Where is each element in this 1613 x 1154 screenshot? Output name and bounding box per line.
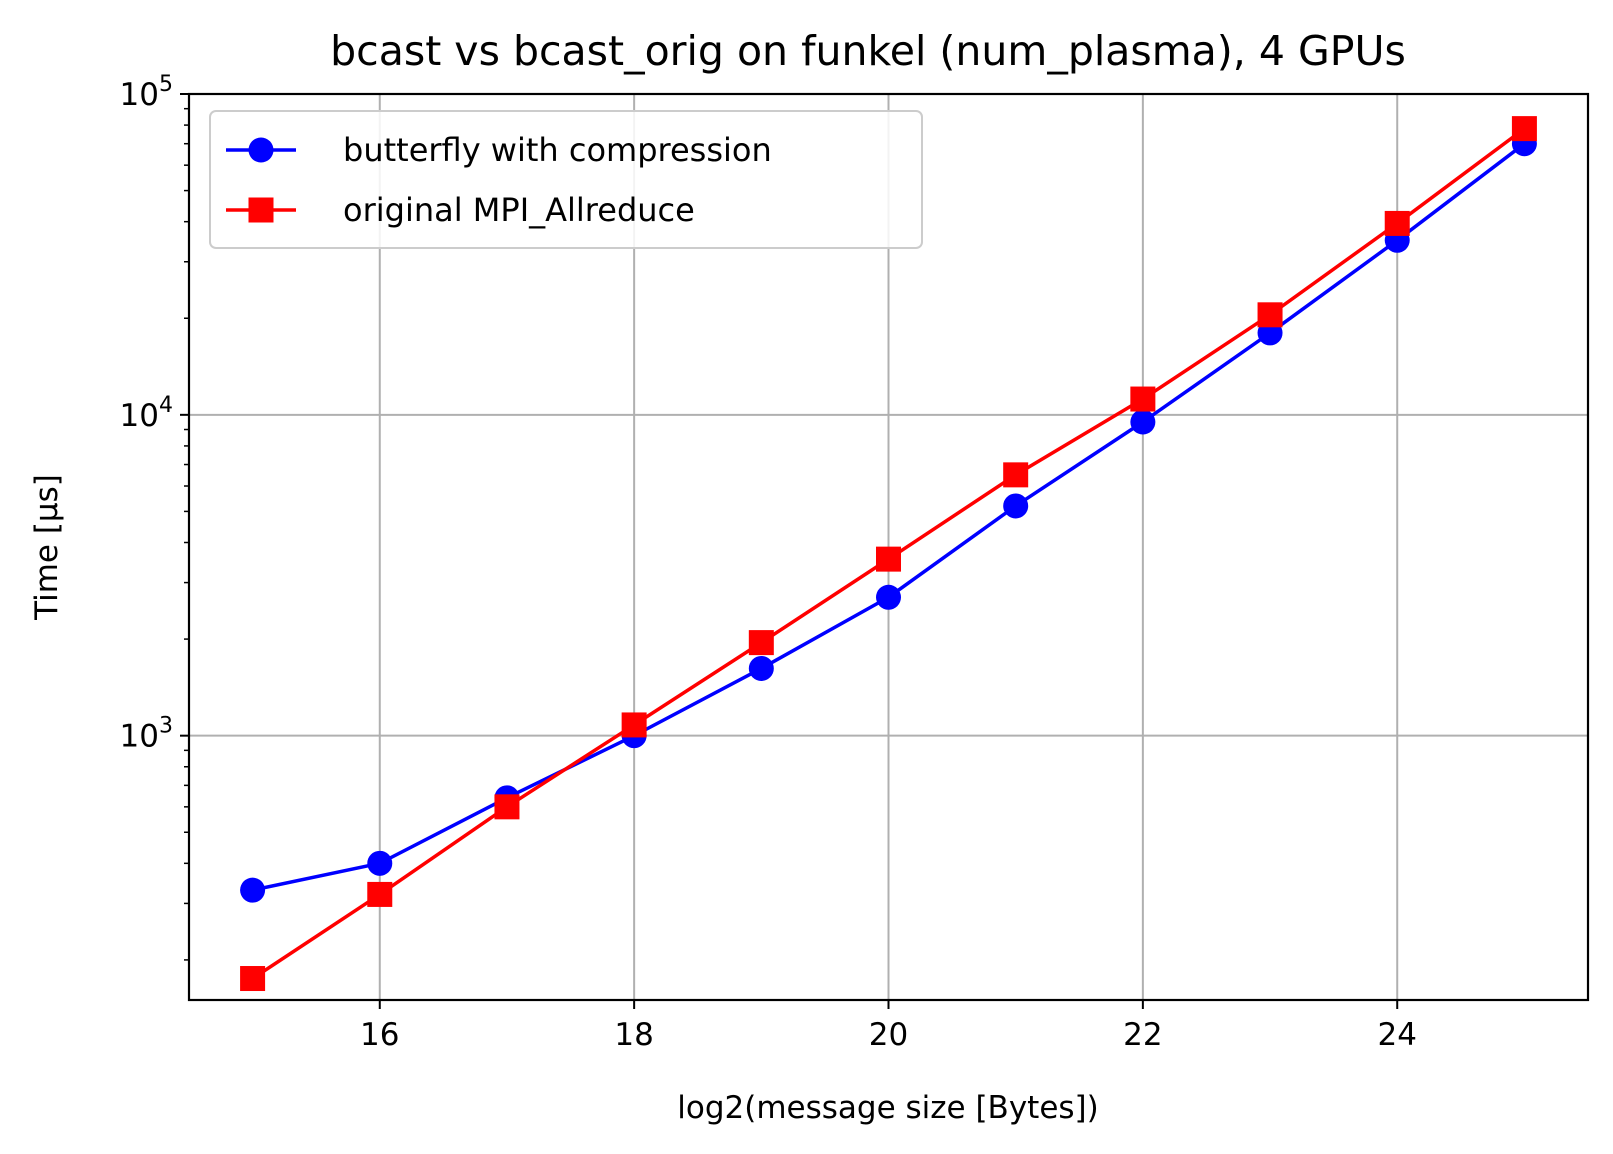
data-point-square xyxy=(1257,302,1283,328)
data-point-circle xyxy=(1130,409,1156,435)
data-point-square xyxy=(876,546,901,572)
data-point-circle xyxy=(240,877,266,903)
y-tick-exponent: 5 xyxy=(159,72,173,97)
data-point-square xyxy=(1003,462,1029,488)
y-tick-base: 10 xyxy=(120,398,159,434)
data-point-square xyxy=(367,881,393,907)
y-tick-base: 10 xyxy=(120,77,159,113)
legend-marker-circle xyxy=(248,137,274,163)
y-tick-exponent: 4 xyxy=(159,393,173,418)
x-tick-label: 24 xyxy=(1378,1017,1417,1053)
data-point-square xyxy=(1130,386,1156,412)
y-tick-base: 10 xyxy=(120,719,159,755)
x-tick-label: 18 xyxy=(614,1017,653,1053)
x-axis-label: log2(message size [Bytes]) xyxy=(677,1090,1098,1126)
data-point-circle xyxy=(1003,493,1029,519)
data-point-square xyxy=(1511,116,1537,142)
data-point-circle xyxy=(876,584,901,610)
y-tick-label: 103 xyxy=(120,714,173,755)
y-axis-label: Time [µs] xyxy=(29,474,65,621)
x-tick-label: 22 xyxy=(1123,1017,1162,1053)
legend-marker-square xyxy=(248,197,274,223)
y-tick-label: 105 xyxy=(120,72,173,113)
data-point-square xyxy=(1384,210,1410,236)
legend-box xyxy=(209,110,923,249)
data-point-square xyxy=(240,966,266,992)
data-point-circle xyxy=(367,850,393,876)
x-tick-label: 16 xyxy=(360,1017,399,1053)
chart-title: bcast vs bcast_orig on funkel (num_plasm… xyxy=(330,27,1406,75)
series-layer xyxy=(240,116,1537,992)
data-point-square xyxy=(748,630,774,656)
data-point-square xyxy=(621,712,647,738)
legend-label: butterfly with compression xyxy=(343,131,772,169)
y-tick-exponent: 3 xyxy=(159,714,173,739)
data-point-circle xyxy=(748,655,774,681)
legend: butterfly with compression original MPI_A… xyxy=(209,110,923,249)
x-tick-label: 20 xyxy=(869,1017,908,1053)
y-tick-label: 104 xyxy=(120,393,173,434)
legend-label: original MPI_Allreduce xyxy=(343,191,695,229)
data-point-square xyxy=(494,794,520,820)
